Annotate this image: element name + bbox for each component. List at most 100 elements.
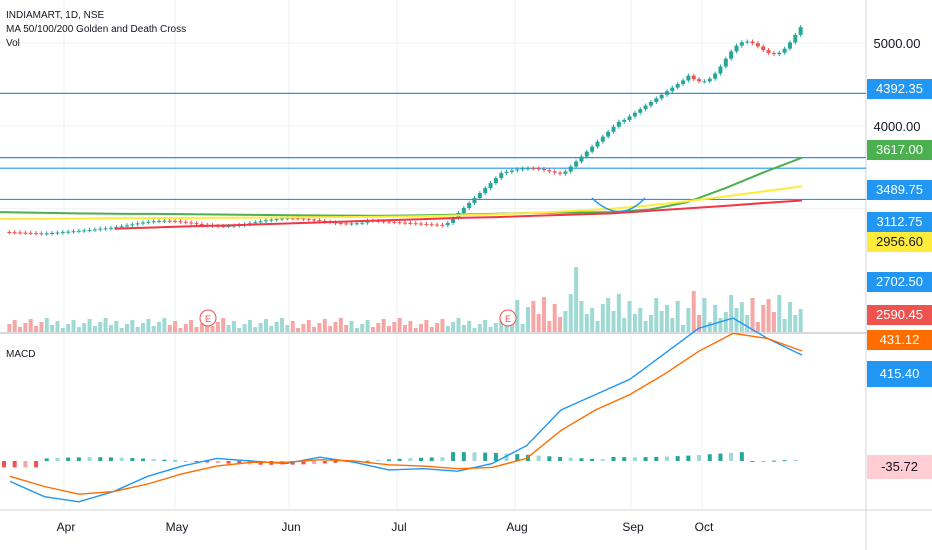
volume-bar <box>114 321 119 332</box>
candle <box>632 112 637 117</box>
candle <box>167 220 172 222</box>
candle <box>558 172 563 174</box>
candle <box>151 221 156 223</box>
macd-histogram-bar <box>44 458 49 461</box>
candle <box>189 222 194 224</box>
price-label: 2590.45 <box>867 305 932 325</box>
volume-bar <box>344 325 349 332</box>
x-tick-label: May <box>166 520 189 534</box>
volume-bar <box>499 319 504 332</box>
volume-bar <box>157 322 162 332</box>
volume-bar <box>178 328 183 332</box>
candle <box>141 222 146 224</box>
macd-histogram-bar <box>504 453 509 461</box>
macd-histogram-bar <box>429 457 434 461</box>
macd-histogram-bar <box>600 459 605 461</box>
macd-price-label: -35.72 <box>867 455 932 479</box>
candle <box>782 48 787 53</box>
volume-bar <box>50 325 55 332</box>
candle <box>130 224 135 226</box>
x-tick-label: Aug <box>506 520 527 534</box>
candle <box>408 222 413 224</box>
candle <box>793 34 798 43</box>
volume-bar <box>108 325 113 332</box>
volume-bar <box>659 311 664 332</box>
macd-histogram-bar <box>771 460 776 462</box>
volume-bar <box>664 305 669 332</box>
volume-bar <box>622 318 627 332</box>
candle <box>285 218 290 220</box>
candle <box>146 221 151 223</box>
candle <box>718 66 723 74</box>
candle <box>552 171 557 173</box>
candle <box>440 224 445 226</box>
candle <box>493 178 498 184</box>
volume-bar <box>702 298 707 332</box>
volume-bar <box>536 314 541 332</box>
volume-bar <box>440 319 445 332</box>
candle <box>734 45 739 52</box>
macd-histogram-bar <box>793 459 798 461</box>
macd-histogram-bar <box>173 460 178 462</box>
macd-histogram-bar <box>34 461 39 468</box>
volume-bar <box>643 321 648 332</box>
macd-histogram-bar <box>205 461 210 463</box>
volume-bar <box>82 323 87 332</box>
ma-line-ma200 <box>114 199 803 230</box>
volume-bar <box>242 324 247 332</box>
candle <box>723 58 728 67</box>
volume-bar <box>55 321 60 332</box>
candle <box>103 228 108 230</box>
volume-bar <box>103 318 108 332</box>
macd-histogram-bar <box>386 459 391 461</box>
volume-bar <box>493 323 498 332</box>
volume-bar <box>360 324 365 332</box>
macd-histogram-bar <box>419 457 424 461</box>
macd-histogram-bar <box>697 454 702 461</box>
candle <box>413 223 418 225</box>
macd-histogram-bar <box>536 455 541 461</box>
volume-bar <box>365 320 370 332</box>
macd-histogram-bar <box>76 457 81 461</box>
candle <box>263 220 268 222</box>
candle <box>349 223 354 225</box>
candle <box>403 222 407 224</box>
candle <box>23 232 28 234</box>
price-label: 3617.00 <box>867 140 932 160</box>
candle <box>354 223 359 225</box>
volume-bar <box>301 324 306 332</box>
candle <box>697 79 702 82</box>
volume-bar <box>221 318 226 332</box>
candle <box>739 42 744 46</box>
volume-bar <box>509 322 514 332</box>
macd-histogram-bar <box>515 454 520 461</box>
volume-bar <box>691 291 696 332</box>
volume-bar <box>312 327 317 332</box>
candle <box>199 223 204 225</box>
candle <box>71 231 76 233</box>
volume-bar <box>151 326 156 332</box>
candle <box>82 230 87 232</box>
candle <box>531 168 536 170</box>
volume-bar <box>403 325 407 332</box>
macd-histogram-bar <box>558 456 563 461</box>
macd-histogram-bar <box>483 452 488 461</box>
volume-bar <box>124 324 129 332</box>
volume-bar <box>798 309 803 332</box>
volume-bar <box>167 325 172 332</box>
price-label: 4392.35 <box>867 79 932 99</box>
volume-bar <box>793 315 798 332</box>
x-tick-label: Sep <box>622 520 644 534</box>
volume-bar <box>429 327 434 332</box>
macd-histogram-bar <box>568 457 573 461</box>
candle <box>707 78 712 82</box>
candle <box>55 232 60 234</box>
volume-bar <box>707 322 712 332</box>
volume-bar <box>285 325 290 332</box>
candle <box>542 169 547 171</box>
candle <box>162 220 167 222</box>
volume-bar <box>328 326 333 332</box>
volume-bar <box>12 320 17 332</box>
volume-bar <box>574 267 579 332</box>
